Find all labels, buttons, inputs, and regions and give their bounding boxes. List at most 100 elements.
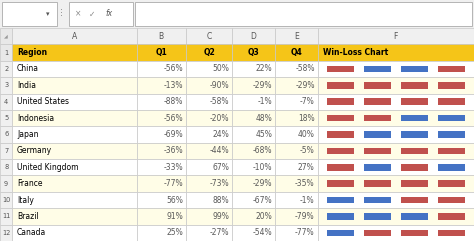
Bar	[401, 197, 428, 203]
Bar	[401, 147, 428, 154]
Text: Q3: Q3	[248, 48, 259, 57]
Bar	[438, 115, 465, 121]
Bar	[328, 66, 354, 72]
Text: 40%: 40%	[298, 130, 315, 139]
Bar	[232, 159, 275, 175]
Bar	[365, 197, 391, 203]
Bar	[365, 66, 391, 72]
Text: 3: 3	[4, 82, 8, 88]
Text: -68%: -68%	[253, 146, 272, 155]
Bar	[137, 61, 186, 77]
Bar	[318, 61, 474, 77]
Text: 18%: 18%	[298, 114, 315, 123]
Bar	[275, 61, 318, 77]
Text: -20%: -20%	[210, 114, 229, 123]
Text: -79%: -79%	[295, 212, 315, 221]
Bar	[275, 225, 318, 241]
Text: 2: 2	[4, 66, 8, 72]
Bar	[0, 110, 12, 126]
Text: -90%: -90%	[210, 81, 229, 90]
Text: 8: 8	[4, 164, 8, 170]
Bar	[318, 44, 474, 61]
Bar	[137, 192, 186, 208]
Bar	[186, 44, 232, 61]
Bar	[69, 2, 133, 26]
Bar	[12, 61, 137, 77]
Bar	[0, 175, 12, 192]
Bar	[232, 208, 275, 225]
Bar	[275, 94, 318, 110]
Bar	[401, 82, 428, 89]
Bar	[275, 126, 318, 143]
Text: 88%: 88%	[213, 195, 229, 205]
Bar	[365, 99, 391, 105]
Text: 5: 5	[4, 115, 8, 121]
Bar	[232, 94, 275, 110]
Text: 6: 6	[4, 132, 8, 138]
Bar	[365, 229, 391, 236]
Bar	[275, 28, 318, 44]
Bar	[438, 99, 465, 105]
Text: -7%: -7%	[300, 97, 315, 106]
Bar	[0, 225, 12, 241]
Text: 22%: 22%	[255, 64, 272, 74]
Bar	[438, 66, 465, 72]
Bar	[12, 192, 137, 208]
Text: -29%: -29%	[253, 81, 272, 90]
Bar	[401, 115, 428, 121]
Bar	[0, 208, 12, 225]
Text: -77%: -77%	[164, 179, 183, 188]
Bar	[401, 99, 428, 105]
Bar	[12, 208, 137, 225]
Bar	[328, 99, 354, 105]
Text: Germany: Germany	[17, 146, 52, 155]
Bar	[137, 44, 186, 61]
Bar	[137, 94, 186, 110]
Bar	[318, 143, 474, 159]
Text: France: France	[17, 179, 43, 188]
Text: -13%: -13%	[164, 81, 183, 90]
Bar	[328, 147, 354, 154]
Text: ▾: ▾	[46, 11, 50, 17]
Bar	[232, 28, 275, 44]
Text: 45%: 45%	[255, 130, 272, 139]
Text: 67%: 67%	[212, 163, 229, 172]
Bar	[137, 28, 186, 44]
Bar	[232, 192, 275, 208]
Text: 1: 1	[4, 50, 8, 56]
Text: 99%: 99%	[212, 212, 229, 221]
Bar	[318, 159, 474, 175]
Bar	[186, 159, 232, 175]
Bar	[275, 44, 318, 61]
Text: -56%: -56%	[164, 114, 183, 123]
Bar	[275, 208, 318, 225]
Bar	[186, 208, 232, 225]
Bar	[401, 229, 428, 236]
Bar	[12, 94, 137, 110]
Text: -1%: -1%	[257, 97, 272, 106]
Bar	[2, 2, 57, 26]
Bar	[186, 175, 232, 192]
Bar	[401, 66, 428, 72]
Bar	[232, 143, 275, 159]
Bar	[318, 77, 474, 94]
Bar	[12, 110, 137, 126]
Bar	[365, 164, 391, 171]
Bar	[137, 159, 186, 175]
Text: 10: 10	[2, 197, 10, 203]
Bar	[186, 192, 232, 208]
Bar	[137, 175, 186, 192]
Text: -56%: -56%	[164, 64, 183, 74]
Bar	[0, 159, 12, 175]
Bar	[328, 180, 354, 187]
Bar	[365, 131, 391, 138]
Bar	[401, 131, 428, 138]
Bar	[0, 126, 12, 143]
Bar	[275, 192, 318, 208]
Bar	[318, 126, 474, 143]
Bar	[275, 175, 318, 192]
Bar	[318, 208, 474, 225]
Text: 20%: 20%	[255, 212, 272, 221]
Text: ×: ×	[75, 9, 81, 19]
Bar	[12, 77, 137, 94]
